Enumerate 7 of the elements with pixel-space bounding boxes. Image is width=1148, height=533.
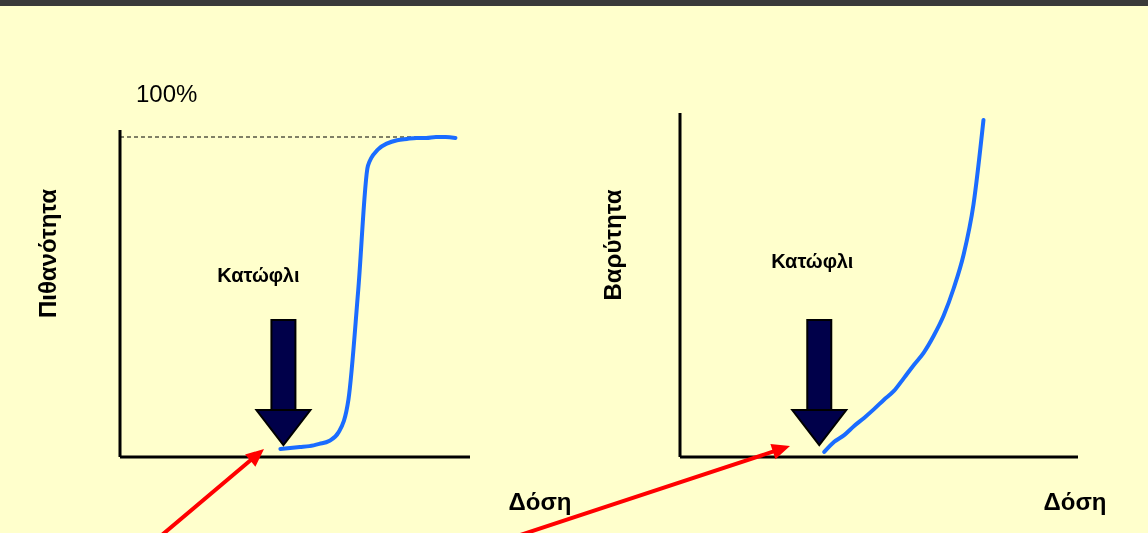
ref-line-label: 100% [136,80,198,107]
x-axis-title: Δόση [1043,488,1107,515]
y-axis-title: Βαρύτητα [599,189,627,301]
y-axis-title: Πιθανότητα [34,188,62,319]
x-axis-title: Δόση [508,488,572,515]
annotation: Κατώφλι [771,250,854,272]
annotation: Κατώφλι [217,264,300,286]
